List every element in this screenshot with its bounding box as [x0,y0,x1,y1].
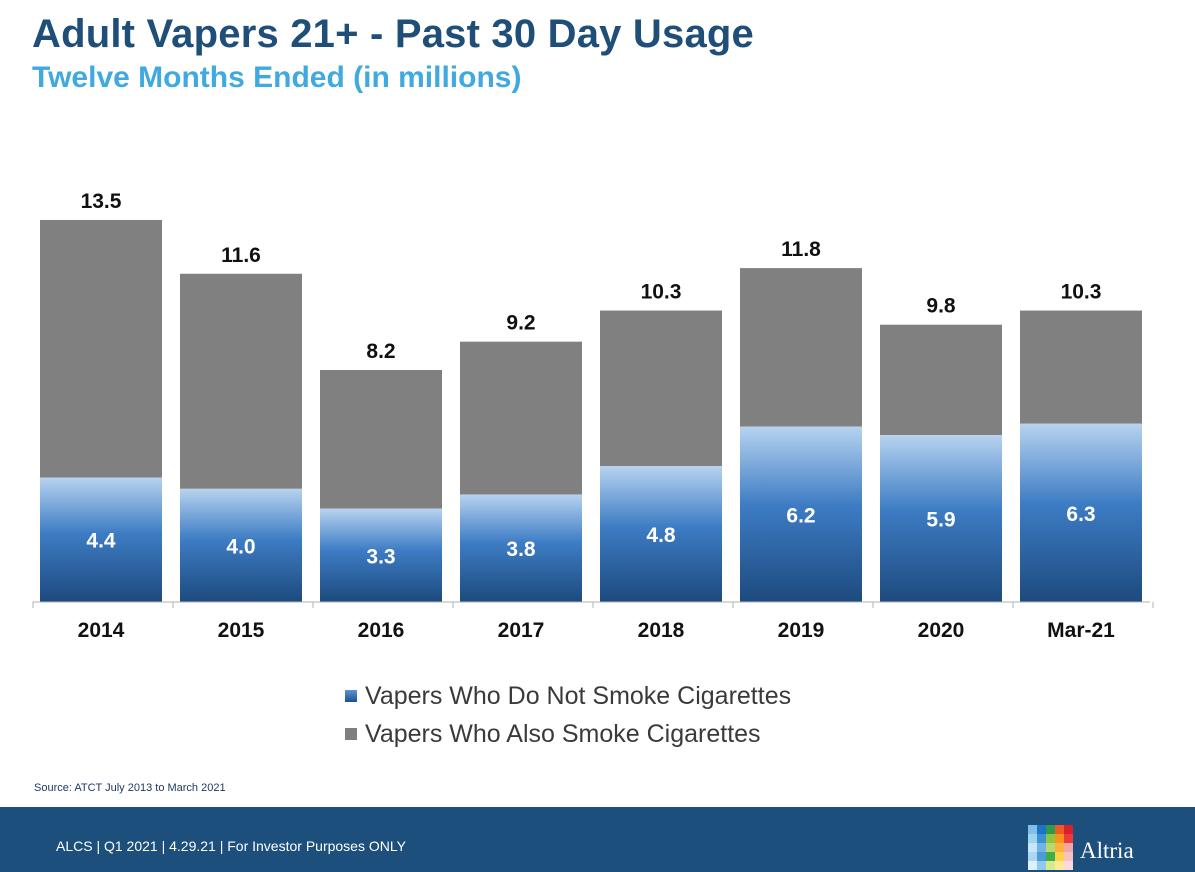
bar-segment-dual-users [460,341,582,495]
x-tick-label: 2014 [78,619,125,642]
bar-segment-dual-users [320,369,442,509]
logo-tile [1046,825,1055,834]
bar-segment-dual-users [880,324,1002,436]
logo-tile [1064,834,1073,843]
legend: Vapers Who Do Not Smoke Cigarettes Vaper… [345,677,791,753]
data-label-non-smokers: 5.9 [926,509,955,532]
bar-segment-dual-users [180,273,302,489]
logo-tile [1037,834,1046,843]
brand-name: Altria [1080,838,1134,863]
data-label-non-smokers: 6.3 [1066,503,1095,526]
bar-segment-non-smokers [320,508,442,602]
logo-tile [1028,834,1037,843]
bar-segment-dual-users [1020,310,1142,424]
footer-bar: ALCS | Q1 2021 | 4.29.21 | For Investor … [0,807,1195,872]
logo-tile [1028,843,1037,852]
bar-segment-non-smokers [180,488,302,602]
logo-tile [1028,861,1037,870]
data-label-non-smokers: 4.8 [646,524,676,547]
bar-segment-non-smokers [1020,423,1142,602]
logo-tile [1055,825,1064,834]
data-label-non-smokers: 4.4 [86,530,116,553]
data-label-total: 9.8 [926,295,956,318]
bar-segment-non-smokers [740,426,862,602]
data-label-non-smokers: 3.8 [506,538,536,561]
page-subtitle: Twelve Months Ended (in millions) [32,61,522,94]
logo-tile [1028,825,1037,834]
x-tick-label: 2020 [918,619,965,642]
legend-item-dual-users: Vapers Who Also Smoke Cigarettes [345,715,791,753]
data-label-total: 11.6 [221,244,261,267]
x-tick-label: 2015 [218,619,265,642]
data-label-total: 11.8 [781,238,821,261]
bar-segment-non-smokers [600,466,722,602]
bar-segment-non-smokers [880,435,1002,602]
data-label-total: 10.3 [1061,281,1102,304]
bar-segment-non-smokers [460,494,582,602]
logo-tile [1055,852,1064,861]
x-axis-ticks: 2014 2015 2016 2017 2018 2019 2020 Mar-21 [32,602,1154,642]
logo-tile [1046,852,1055,861]
logo-tile [1064,843,1073,852]
legend-swatch-blue [345,690,357,702]
logo-tile [1055,843,1064,852]
stacked-bar-chart: 4.4 13.5 4.0 11.6 3.3 8.2 3.8 9.2 4.8 10.3 6.2 11.8… [32,190,1154,642]
legend-label: Vapers Who Do Not Smoke Cigarettes [365,681,792,710]
footer-text: ALCS | Q1 2021 | 4.29.21 | For Investor … [56,838,406,854]
logo-tile [1064,861,1073,870]
logo-tile [1037,843,1046,852]
data-label-non-smokers: 6.2 [786,504,815,527]
x-tick-label: 2018 [638,619,685,642]
page-title: Adult Vapers 21+ - Past 30 Day Usage [32,12,754,56]
logo-tile [1046,861,1055,870]
bar-segment-dual-users [40,220,162,478]
logo-tile [1064,825,1073,834]
source-note: Source: ATCT July 2013 to March 2021 [34,782,226,794]
bar-segment-non-smokers [40,477,162,602]
logo-tile [1046,834,1055,843]
data-label-total: 8.2 [366,340,395,363]
x-tick-label: 2019 [778,619,825,642]
legend-label: Vapers Who Also Smoke Cigarettes [365,719,761,748]
data-label-non-smokers: 3.3 [366,545,395,568]
legend-swatch-gray [345,728,357,740]
bar-group: 4.4 13.5 4.0 11.6 3.3 8.2 3.8 9.2 4.8 10.3 6.2 11.8… [40,190,1142,602]
bar-segment-dual-users [600,310,722,467]
data-label-total: 10.3 [641,281,682,304]
logo-tile [1055,861,1064,870]
legend-item-non-smokers: Vapers Who Do Not Smoke Cigarettes [345,677,791,715]
bar-segment-dual-users [740,268,862,427]
logo-tile [1037,852,1046,861]
x-tick-label: Mar-21 [1047,619,1115,642]
altria-logo-mosaic-icon [1028,825,1073,870]
logo-tile [1064,852,1073,861]
x-tick-label: 2016 [358,619,405,642]
data-label-non-smokers: 4.0 [226,535,255,558]
x-tick-label: 2017 [498,619,545,642]
logo-tile [1028,852,1037,861]
logo-tile [1046,843,1055,852]
data-label-total: 13.5 [81,190,122,213]
logo-tile [1055,834,1064,843]
data-label-total: 9.2 [506,312,535,335]
logo-tile [1037,861,1046,870]
logo-tile [1037,825,1046,834]
